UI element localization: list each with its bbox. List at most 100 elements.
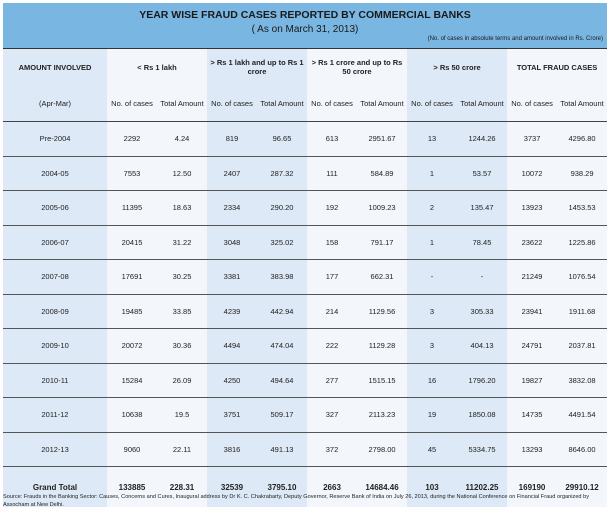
amount-cell: 18.63 [157,190,207,226]
amount-cell: 2951.67 [357,121,408,157]
cases-cell: 158 [307,225,357,260]
cases-cell: 327 [307,397,357,433]
year-cell: 2009-10 [3,328,107,364]
grand-total-amount-cell: 228.31 [157,466,207,507]
header-lt-1-lakh: < Rs 1 lakh [107,49,207,85]
amount-cell: 53.57 [457,156,508,191]
cases-cell: 613 [307,121,357,157]
cases-cell: 4494 [207,328,257,364]
cases-cell: 21249 [507,259,558,295]
table-row: 2010-11 15284 26.09 4250 494.64 277 1515.15 16 1… [3,363,608,398]
cases-cell: 19 [407,397,458,433]
cases-cell: 20415 [107,225,157,260]
grand-total-cases-cell: 2663 [307,466,357,507]
cases-cell: 3751 [207,397,257,433]
cases-cell: 1 [407,156,458,191]
amount-cell: 662.31 [357,259,408,295]
amount-cell: 8646.00 [557,432,608,467]
source-note: Source: Frauds in the Banking Sector: Ca… [3,494,590,508]
amount-cell: 1453.53 [557,190,608,226]
cases-cell: 23622 [507,225,558,260]
cases-cell: 10072 [507,156,558,191]
cases-cell: 819 [207,121,257,157]
cases-cell: 277 [307,363,357,398]
amount-cell: 30.36 [157,328,207,364]
amount-cell: 1076.54 [557,259,608,295]
cases-cell: 2334 [207,190,257,226]
amount-cell: 1850.08 [457,397,508,433]
grand-total-amount-cell: 29910.12 [557,466,608,507]
amount-cell: 4296.80 [557,121,608,157]
fraud-cases-table: AMOUNT INVOLVED < Rs 1 lakh > Rs 1 lakh … [3,49,608,507]
grand-total-cases-cell: 103 [407,466,458,507]
amount-cell: 22.11 [157,432,207,467]
year-cell: 2010-11 [3,363,107,398]
header-amount-involved: AMOUNT INVOLVED [3,49,107,85]
sub-header-cases: No. of cases [207,85,257,122]
grand-total-cases-cell: 133885 [107,466,157,507]
cases-cell: 4250 [207,363,257,398]
cases-cell: 19485 [107,294,157,329]
cases-cell: 7553 [107,156,157,191]
cases-cell: 222 [307,328,357,364]
page-title: YEAR WISE FRAUD CASES REPORTED BY COMMER… [139,9,471,21]
cases-cell: 9060 [107,432,157,467]
amount-cell: 494.64 [257,363,307,398]
sub-header-amount: Total Amount [257,85,307,122]
amount-cell: 1244.26 [457,121,508,157]
cases-cell: 3 [407,328,458,364]
amount-cell: 509.17 [257,397,307,433]
amount-cell: 383.98 [257,259,307,295]
group-header-row: AMOUNT INVOLVED < Rs 1 lakh > Rs 1 lakh … [3,49,608,85]
sub-header-amount: Total Amount [357,85,408,122]
amount-cell: 1129.28 [357,328,408,364]
amount-cell: 1796.20 [457,363,508,398]
grand-total-row: Grand Total 133885 228.31 32539 3795.10 2663 1… [3,466,608,507]
sub-header-amount: Total Amount [157,85,207,122]
amount-cell: 325.02 [257,225,307,260]
cases-cell: 2407 [207,156,257,191]
cases-cell: 372 [307,432,357,467]
table-row: 2008-09 19485 33.85 4239 442.94 214 1129.56 3 30… [3,294,608,329]
grand-total-amount-cell: 3795.10 [257,466,307,507]
grand-total-amount-cell: 14684.46 [357,466,408,507]
cases-cell: 13293 [507,432,558,467]
amount-cell: 5334.75 [457,432,508,467]
amount-cell: 1225.86 [557,225,608,260]
sub-header-amount: Total Amount [557,85,608,122]
amount-cell: 474.04 [257,328,307,364]
sub-header-amount: Total Amount [457,85,508,122]
table-row: 2006-07 20415 31.22 3048 325.02 158 791.17 1 78.… [3,225,608,260]
cases-cell: 13 [407,121,458,157]
year-cell: 2007-08 [3,259,107,295]
year-cell: 2011-12 [3,397,107,433]
header-1-lakh-to-1-crore: > Rs 1 lakh and up to Rs 1 crore [207,49,307,85]
amount-cell: 442.94 [257,294,307,329]
sub-header-cases: No. of cases [507,85,558,122]
amount-cell: 491.13 [257,432,307,467]
amount-cell: 1911.68 [557,294,608,329]
cases-cell: - [407,259,458,295]
header-total-fraud-cases: TOTAL FRAUD CASES [507,49,608,85]
cases-cell: 11395 [107,190,157,226]
cases-cell: 3816 [207,432,257,467]
table-row: Pre-2004 2292 4.24 819 96.65 613 2951.67 13 1244… [3,121,608,157]
cases-cell: 214 [307,294,357,329]
amount-cell: 30.25 [157,259,207,295]
amount-cell: 1009.23 [357,190,408,226]
table-row: 2007-08 17691 30.25 3381 383.98 177 662.31- -21… [3,259,608,295]
cases-cell: 3 [407,294,458,329]
amount-cell: 791.17 [357,225,408,260]
amount-cell: 2037.81 [557,328,608,364]
amount-cell: 287.32 [257,156,307,191]
grand-total-cases-cell: 32539 [207,466,257,507]
year-cell: 2006-07 [3,225,107,260]
amount-cell: 96.65 [257,121,307,157]
cases-cell: 23941 [507,294,558,329]
cases-cell: 192 [307,190,357,226]
units-note: (No. of cases in absolute terms and amou… [427,36,603,42]
cases-cell: 13923 [507,190,558,226]
cases-cell: 19827 [507,363,558,398]
table-row: 2009-10 20072 30.36 4494 474.04 222 1129.28 3 40… [3,328,608,364]
table-row: 2004-05 7553 12.50 2407 287.32 111 584.89 1 53.5… [3,156,608,191]
